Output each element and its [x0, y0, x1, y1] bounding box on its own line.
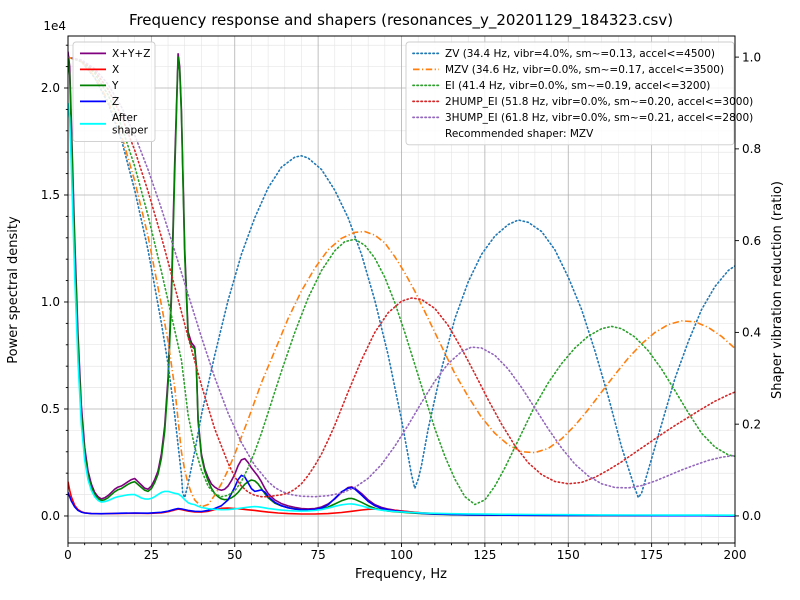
- x-tick-label: 100: [390, 548, 413, 562]
- chart-title: Frequency response and shapers (resonanc…: [129, 11, 673, 30]
- legend-shapers-label-mzv: MZV (34.6 Hz, vibr=0.0%, sm~=0.17, accel…: [445, 64, 724, 76]
- y-left-tick-label: 1.5: [41, 188, 60, 202]
- legend-psd-label-x: X: [112, 64, 119, 76]
- legend-shapers-box: [405, 41, 735, 146]
- y-right-tick-label: 0.4: [742, 326, 761, 340]
- legend-shapers-label-2hump_ei: 2HUMP_EI (51.8 Hz, vibr=0.0%, sm~=0.20, …: [445, 96, 753, 108]
- x-axis-label: Frequency, Hz: [355, 567, 447, 582]
- shaper-curve-mzv: [68, 56, 735, 508]
- psd-curve-after_shaper: [68, 102, 735, 516]
- x-tick-label: 125: [473, 548, 496, 562]
- legend-shapers-label-zv: ZV (34.4 Hz, vibr=4.0%, sm~=0.13, accel<…: [445, 48, 715, 60]
- x-tick-label: 150: [557, 548, 580, 562]
- x-tick-label: 75: [310, 548, 325, 562]
- axis-offset-label: 1e4: [43, 19, 66, 33]
- y-left-tick-label: 2.0: [41, 81, 60, 95]
- ticks: 0 25 50 75 100 125 150 175 200 0.0 0.5 1.0 1.5 2.0 0.0…: [41, 44, 761, 562]
- curves: [68, 51, 735, 517]
- chart-generated-layers: 0 25 50 75 100 125 150 175 200 0.0 0.5 1.0 1.5 2.0 0.0…: [41, 35, 761, 562]
- y-right-tick-label: 0.2: [742, 417, 761, 431]
- y-axis-label-right: Shaper vibration reduction (ratio): [770, 181, 785, 399]
- x-tick-label: 175: [640, 548, 663, 562]
- shaper-curve-ei: [68, 56, 735, 506]
- x-tick-label: 50: [227, 548, 242, 562]
- legend-shapers-label-3hump_ei: 3HUMP_EI (61.8 Hz, vibr=0.0%, sm~=0.21, …: [445, 112, 753, 124]
- legend-shapers-label-ei: EI (41.4 Hz, vibr=0.0%, sm~=0.19, accel<…: [445, 80, 710, 92]
- shaper-curve-3hump_ei: [68, 56, 735, 498]
- legend-shapers: ZV (34.4 Hz, vibr=4.0%, sm~=0.13, accel<…: [405, 41, 753, 146]
- y-right-tick-label: 0.6: [742, 234, 761, 248]
- legend-psd-label-xyz: X+Y+Z: [112, 48, 150, 60]
- legend-psd-label-after_shaper: After shaper: [112, 112, 149, 137]
- y-left-tick-label: 1.0: [41, 295, 60, 309]
- shaper-curve-2hump_ei: [68, 56, 735, 498]
- legend-shapers-note: Recommended shaper: MZV: [445, 128, 594, 140]
- x-tick-label: 25: [144, 548, 159, 562]
- y-right-tick-label: 0.8: [742, 142, 761, 156]
- shaper-curve-zv: [68, 56, 735, 499]
- x-tick-label: 0: [64, 548, 72, 562]
- y-left-tick-label: 0.5: [41, 402, 60, 416]
- legend-psd-label-z: Z: [112, 96, 119, 108]
- y-left-tick-label: 0.0: [41, 509, 60, 523]
- legend-psd-box: [72, 41, 156, 143]
- legend-psd-label-y: Y: [111, 80, 119, 92]
- y-right-tick-label: 0.0: [742, 509, 761, 523]
- x-tick-label: 200: [724, 548, 747, 562]
- y-axis-label-left: Power spectral density: [6, 216, 21, 364]
- y-right-tick-label: 1.0: [742, 50, 761, 64]
- legend-psd: X+Y+Z XYZ After shaper: [72, 41, 156, 143]
